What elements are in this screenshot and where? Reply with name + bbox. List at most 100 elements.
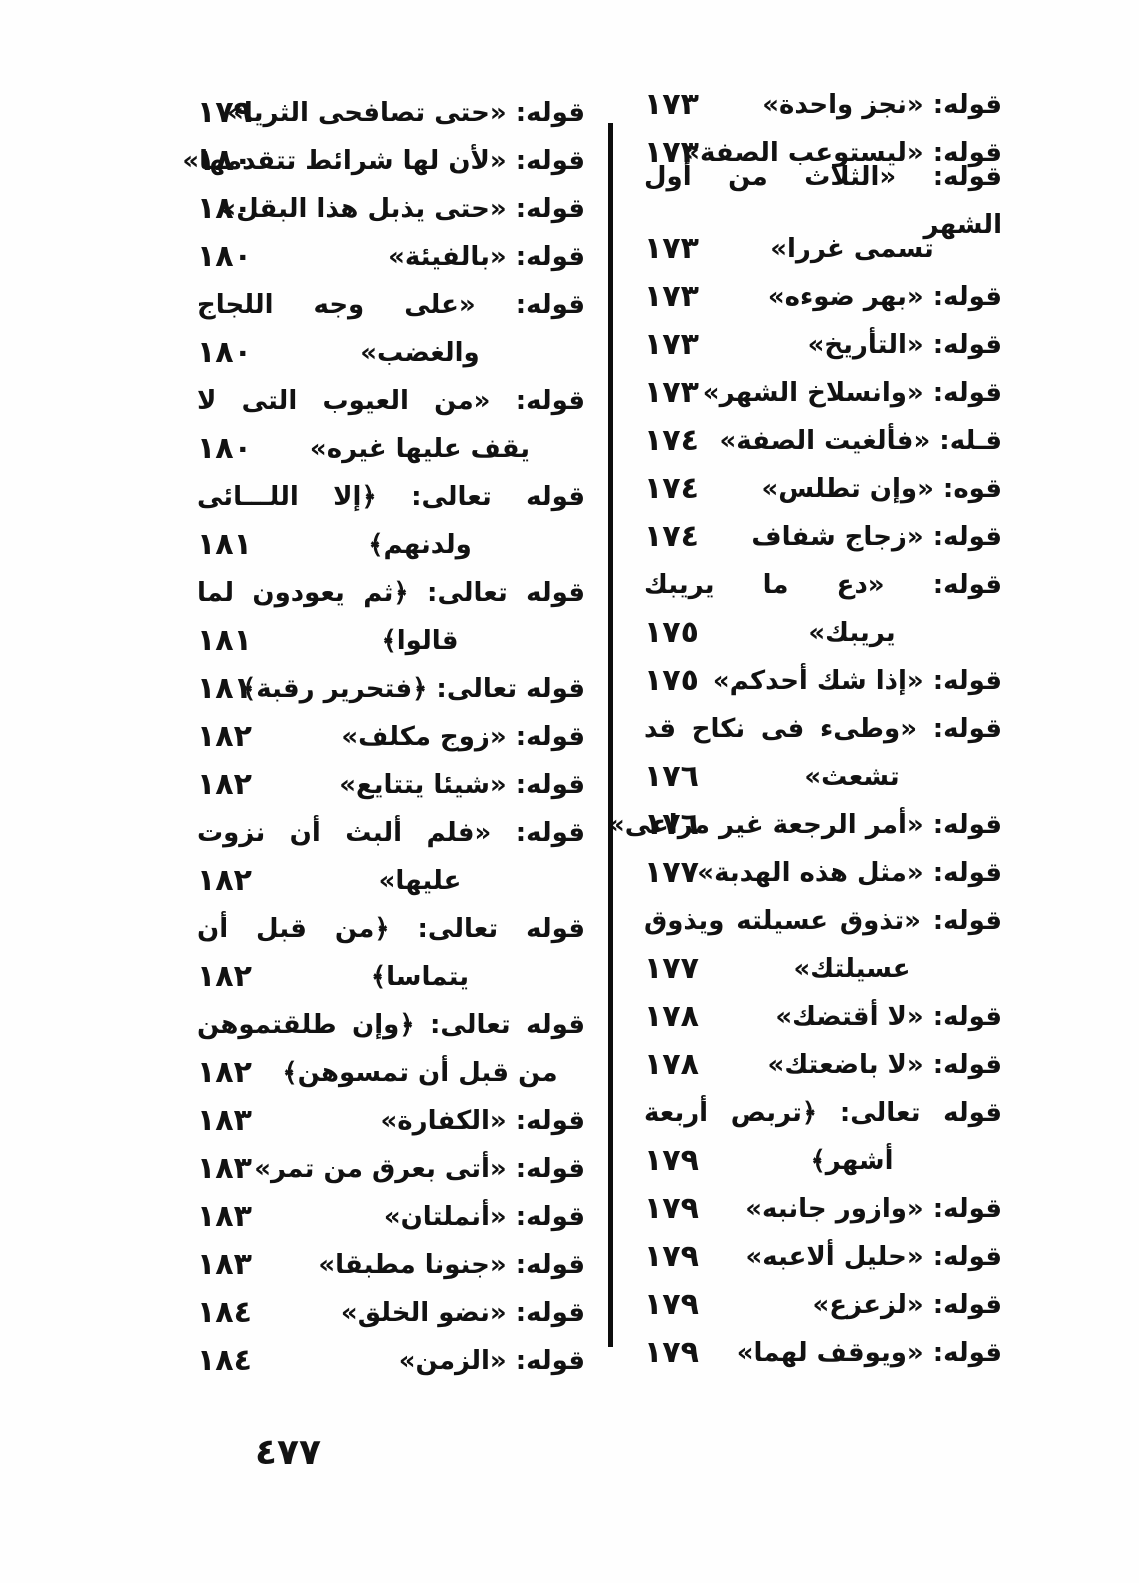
entry-text: قوله: «جنونا مطبقا» [318,1250,585,1280]
index-entry-line: قوله: «حليل ألاعبه» ١٧٩ [632,1233,1002,1281]
entry-page-number: ١٧٣ [644,87,699,122]
index-entry-line: ولدنهم﴾ ١٨١ [185,521,585,569]
index-entry-line: قوله تعالى: ﴿وإن طلقتموهن [185,1001,585,1049]
entry-text: قوله: «لا أقتضك» [775,1002,1002,1032]
index-entry-line: قوله: «أتى بعرق من تمر» ١٨٣ [185,1145,585,1193]
entry-text: قوله: «أتى بعرق من تمر» [254,1154,585,1184]
entry-text: قوله: «بهر ضوءه» [767,282,1002,312]
entry-page-number: ١٨٢ [197,863,252,898]
index-entry-line: يريبك» ١٧٥ [632,609,1002,657]
index-entry-line: عسيلتك» ١٧٧ [632,945,1002,993]
index-entry-line: قـله: «فألغيت الصفة» ١٧٤ [632,417,1002,465]
index-entry-line: قوله: «لأن لها شرائط تتقدمها» ١٨٠ [182,137,585,185]
index-entry-line: قوله: «الزمن» ١٨٤ [185,1337,585,1385]
entry-text: قوله: «إذا شك أحدكم» [712,666,1002,696]
entry-text: تشعث» [804,762,900,792]
entry-text: عسيلتك» [793,954,911,984]
index-entry-line: قوله: «ويوقف لهما» ١٧٩ [632,1329,1002,1377]
index-entry-line: من قبل أن تمسوهن﴾ ١٨٢ [185,1049,585,1097]
index-entry-line: أشهر﴾ ١٧٩ [632,1137,1002,1185]
entry-page-number: ١٧٣ [644,231,699,266]
entry-text: قوله تعالى: ﴿ثم يعودون لما [197,578,585,608]
index-entry-line: قوله: «أمر الرجعة غير مراعى» ١٧٦ [607,801,1002,849]
index-entry-line: قوله: «ليستوعب الصفة» ١٧٣ [632,129,1002,177]
entry-text: يتماسا﴾ [370,962,470,992]
entry-page-number: ١٨٠ [197,335,252,370]
index-entry-line: قوله: «إذا شك أحدكم» ١٧٥ [632,657,1002,705]
entry-page-number: ١٨٤ [197,1295,252,1330]
entry-text: قوله: «من العيوب التى لا [197,386,585,416]
entry-page-number: ١٨٢ [197,719,252,754]
folio-page-number: ٤٧٧ [255,1432,321,1473]
entry-text: قوله: «شيئا يتتايع» [339,770,585,800]
index-entry-line: قوله تعالى: ﴿من قبل أن [185,905,585,953]
entry-page-number: ١٨٣ [197,1103,252,1138]
entry-text: قوله: «بالفيئة» [388,242,585,272]
index-entry-line: قوله: «لزعزع» ١٧٩ [632,1281,1002,1329]
entry-text: قوه: «وإن تطلس» [761,474,1003,504]
entry-page-number: ١٧٩ [644,1239,699,1274]
entry-page-number: ١٧٣ [644,375,699,410]
index-entry-line: قوله: «وانسلاخ الشهر» ١٧٣ [632,369,1002,417]
index-entry-line: قوله تعالى: ﴿فتحرير رقبة﴾ ١٨١ [185,665,585,713]
entry-page-number: ١٧٧ [644,855,699,890]
index-entry-line: قوله: «من العيوب التى لا [185,377,585,425]
index-entry-line: قوله: «الثلاث من أول الشهر [632,162,1002,240]
entry-text: قوله: «وانسلاخ الشهر» [702,378,1002,408]
entry-text: أشهر﴾ [810,1146,894,1176]
entry-text: تسمى غررا» [770,234,934,264]
entry-page-number: ١٧٦ [644,807,699,842]
index-entry-line: قوله: «بهر ضوءه» ١٧٣ [632,273,1002,321]
entry-page-number: ١٧٩ [644,1191,699,1226]
index-entry-line: يقف عليها غيره» ١٨٠ [185,425,585,473]
entry-text: قوله: «ويوقف لهما» [736,1338,1002,1368]
entry-text: قوله: «زجاج شفاف [751,522,1002,552]
entry-text: يقف عليها غيره» [309,434,531,464]
entry-text: قوله: «الكفارة» [380,1106,585,1136]
entry-page-number: ١٧٤ [644,423,699,458]
entry-page-number: ١٨١ [197,527,252,562]
index-entry-line: قوله: «دع ما يريبك [632,561,1002,609]
entry-text: قوله: «تذوق عسيلته ويذوق [644,906,1002,936]
entry-page-number: ١٨٣ [197,1151,252,1186]
index-entry-line: يتماسا﴾ ١٨٢ [185,953,585,1001]
entry-page-number: ١٨٣ [197,1247,252,1282]
index-entry-line: قوله: «تذوق عسيلته ويذوق [632,897,1002,945]
entry-page-number: ١٧٩ [644,1287,699,1322]
index-entry-line: قوله: «مثل هذه الهدبة» ١٧٧ [632,849,1002,897]
entry-text: قوله: «لا باضعتك» [767,1050,1002,1080]
entry-text: قوله تعالى: ﴿من قبل أن [197,914,585,944]
index-entry-line: قوله: «فلم ألبث أن نزوت [185,809,585,857]
index-entry-line: قوله: «نضو الخلق» ١٨٤ [185,1289,585,1337]
entry-page-number: ١٨٠ [197,191,252,226]
entry-page-number: ١٧٧ [644,951,699,986]
entry-page-number: ١٨٠ [197,239,252,274]
entry-text: قوله: «مثل هذه الهدبة» [697,858,1002,888]
index-entry-line: عليها» ١٨٢ [185,857,585,905]
index-entry-line: قوله: «الكفارة» ١٨٣ [185,1097,585,1145]
entry-page-number: ١٨٢ [197,767,252,802]
entry-text: يريبك» [808,618,896,648]
entry-text: قوله: «أمر الرجعة غير مراعى» [607,810,1002,840]
entry-text: قوله تعالى: ﴿فتحرير رقبة﴾ [240,674,585,704]
entry-text: من قبل أن تمسوهن﴾ [282,1058,558,1088]
index-entry-line: قوله: «وطىء فى نكاح قد [632,705,1002,753]
entry-text: قوله: «وازور جانبه» [745,1194,1002,1224]
index-entry-line: قوله: «وازور جانبه» ١٧٩ [632,1185,1002,1233]
index-entry-line: قوله: «أنملتان» ١٨٣ [185,1193,585,1241]
index-entry-line: قوله: «على وجه اللجاج [185,281,585,329]
entry-text: قوله: «أنملتان» [383,1202,585,1232]
index-entry-line: قوله: «التأريخ» ١٧٣ [632,321,1002,369]
entry-text: قوله: «حتى تصافحى الثريا» [227,98,585,128]
entry-page-number: ١٧٩ [197,95,252,130]
entry-page-number: ١٧٣ [644,279,699,314]
entry-text: قوله: «زوج مكلف» [341,722,585,752]
entry-page-number: ١٧٣ [644,135,699,170]
entry-text: قوله: «دع ما يريبك [644,570,1002,600]
index-entry-line: قوله: «بالفيئة» ١٨٠ [185,233,585,281]
index-entry-line: قوله: «زجاج شفاف ١٧٤ [632,513,1002,561]
entry-text: قوله: «لزعزع» [812,1290,1002,1320]
entry-text: قوله تعالى: ﴿إلا اللـــائى [197,482,585,512]
index-entry-line: قوله: «زوج مكلف» ١٨٢ [185,713,585,761]
